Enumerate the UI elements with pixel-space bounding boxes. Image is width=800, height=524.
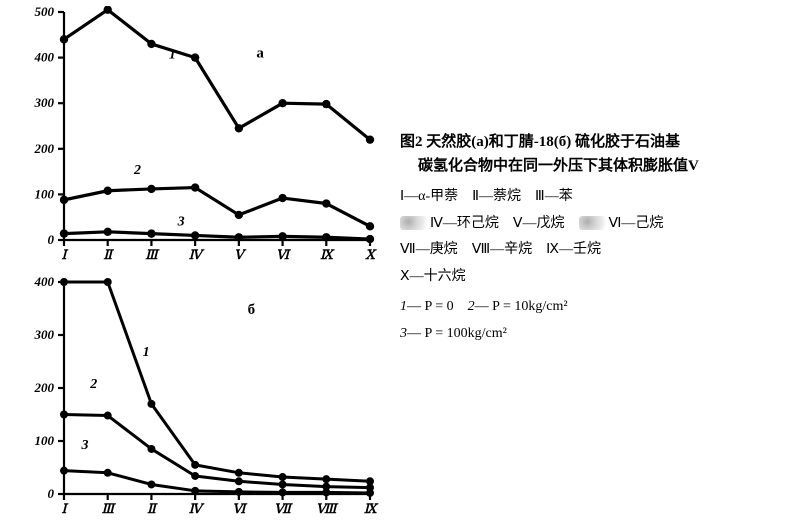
legend-I: Ⅰ—α-甲萘 (400, 184, 458, 211)
svg-text:100: 100 (35, 433, 55, 448)
legend-IV: Ⅳ—环己烷 (400, 211, 499, 238)
svg-text:Ⅵ: Ⅵ (276, 247, 292, 262)
legend-VIII: Ⅷ—辛烷 (472, 237, 532, 264)
charts-svg: 0 100 200 300 400 500 Ⅰ Ⅱ Ⅲ Ⅳ Ⅴ Ⅵ Ⅸ Ⅹ 1 2 3 a 0 100 200 300 40… (10, 6, 390, 516)
svg-text:400: 400 (34, 274, 55, 289)
caption-title-line-1: 图2 天然胶(a)和丁腈-18(б) 硫化胶于石油基 (400, 130, 790, 154)
svg-text:2: 2 (89, 377, 97, 392)
svg-text:Ⅲ: Ⅲ (101, 501, 116, 516)
svg-text:Ⅳ: Ⅳ (189, 247, 205, 262)
svg-text:Ⅰ: Ⅰ (61, 247, 69, 262)
svg-text:200: 200 (34, 380, 55, 395)
svg-text:Ⅸ: Ⅸ (364, 501, 379, 516)
caption-title-line-2: 碳氢化合物中在同一外压下其体积膨胀值V (400, 154, 790, 178)
svg-text:Ⅴ: Ⅴ (234, 247, 247, 262)
substance-legend: Ⅰ—α-甲萘 Ⅱ—萘烷 Ⅲ—苯 Ⅳ—环己烷 Ⅴ—戊烷 Ⅵ—己烷 Ⅶ—庚烷 Ⅷ—辛… (400, 184, 790, 348)
svg-text:Ⅵ: Ⅵ (232, 501, 248, 516)
legend-II: Ⅱ—萘烷 (472, 184, 521, 211)
svg-text:Ⅷ: Ⅷ (316, 501, 339, 516)
svg-text:Ⅱ: Ⅱ (147, 501, 158, 516)
legend-VII: Ⅶ—庚烷 (400, 237, 458, 264)
charts-panel: 0 100 200 300 400 500 Ⅰ Ⅱ Ⅲ Ⅳ Ⅴ Ⅵ Ⅸ Ⅹ 1 2 3 a 0 100 200 300 40… (10, 6, 390, 516)
svg-text:100: 100 (35, 186, 55, 201)
svg-text:3: 3 (177, 214, 185, 229)
svg-text:Ⅶ: Ⅶ (274, 501, 293, 516)
legend-X: Ⅹ—十六烷 (400, 264, 466, 291)
legend-V: Ⅴ—戊烷 (513, 211, 565, 238)
svg-text:0: 0 (48, 486, 55, 501)
svg-text:Ⅰ: Ⅰ (61, 501, 69, 516)
svg-text:Ⅸ: Ⅸ (320, 247, 335, 262)
svg-text:200: 200 (34, 141, 55, 156)
legend-curve-1: 1— P = 0 (400, 294, 454, 321)
svg-text:Ⅲ: Ⅲ (145, 247, 160, 262)
legend-curve-3: 3— P = 100kg/cm² (400, 321, 507, 348)
svg-text:3: 3 (80, 438, 88, 453)
svg-text:2: 2 (133, 163, 141, 178)
legend-curve-2: 2— P = 10kg/cm² (468, 294, 568, 321)
svg-text:1: 1 (169, 48, 176, 63)
svg-text:б: б (248, 302, 256, 318)
svg-text:Ⅱ: Ⅱ (103, 247, 114, 262)
svg-text:a: a (256, 46, 264, 62)
svg-text:500: 500 (35, 6, 55, 19)
svg-text:300: 300 (34, 95, 55, 110)
legend-VI: Ⅵ—己烷 (579, 211, 664, 238)
svg-text:1: 1 (143, 345, 150, 360)
svg-text:300: 300 (34, 327, 55, 342)
legend-III: Ⅲ—苯 (535, 184, 573, 211)
svg-text:400: 400 (34, 50, 55, 65)
svg-text:0: 0 (48, 232, 55, 247)
smudge-icon (579, 216, 607, 230)
figure-caption: 图2 天然胶(a)和丁腈-18(б) 硫化胶于石油基 碳氢化合物中在同一外压下其… (400, 130, 790, 348)
smudge-icon (400, 216, 428, 230)
svg-text:Ⅹ: Ⅹ (364, 247, 377, 262)
legend-IX: Ⅸ—壬烷 (546, 237, 601, 264)
svg-text:Ⅳ: Ⅳ (189, 501, 205, 516)
